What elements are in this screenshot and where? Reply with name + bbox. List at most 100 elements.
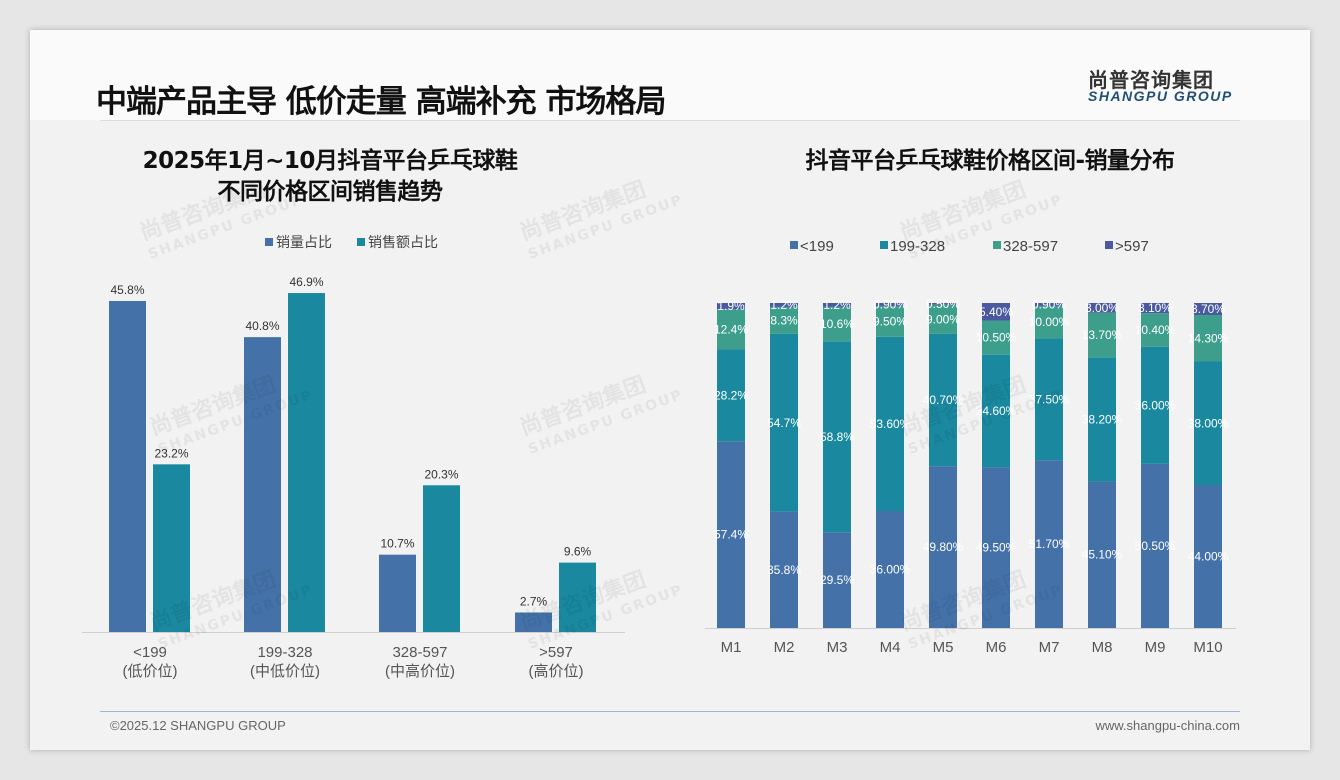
x-tick-label: M3 xyxy=(827,639,848,656)
stack-seg-3-8 xyxy=(1141,303,1169,314)
x-tick-sublabel: (高价位) xyxy=(529,663,584,680)
data-label: 0.90% xyxy=(873,297,907,311)
bar-1-1 xyxy=(288,293,325,632)
data-label: 1.2% xyxy=(823,298,851,312)
stack-seg-1-5 xyxy=(982,354,1010,468)
data-label: 58.8% xyxy=(820,430,854,444)
stack-seg-0-3 xyxy=(876,511,904,628)
x-tick-label: M7 xyxy=(1039,639,1060,656)
data-label: 45.8% xyxy=(110,283,144,297)
data-label: 10.50% xyxy=(976,331,1017,345)
data-label: 40.8% xyxy=(245,319,279,333)
stack-seg-0-4 xyxy=(929,466,957,628)
stack-seg-1-6 xyxy=(1035,338,1063,461)
stack-seg-2-8 xyxy=(1141,313,1169,347)
data-label: 51.70% xyxy=(1029,537,1070,551)
x-tick-label: >597 xyxy=(539,644,573,661)
right-chart-title: 抖音平台乒乓球鞋价格区间-销量分布 xyxy=(805,148,1175,174)
data-label: 12.4% xyxy=(714,322,748,336)
left-chart-title-line1: 2025年1月~10月抖音平台乒乓球鞋 xyxy=(142,148,518,174)
legend-label-1: 199-328 xyxy=(890,238,945,255)
stack-seg-1-0 xyxy=(717,349,745,442)
bar-0-2 xyxy=(379,554,416,632)
x-tick-sublabel: (低价位) xyxy=(123,663,178,680)
stack-seg-2-2 xyxy=(823,306,851,342)
data-label: 13.70% xyxy=(1082,328,1123,342)
data-label: 9.00% xyxy=(926,312,960,326)
x-tick-label: M5 xyxy=(933,639,954,656)
data-label: 0.50% xyxy=(926,297,960,311)
data-label: 5.40% xyxy=(979,305,1013,319)
x-tick-label: M2 xyxy=(774,639,795,656)
legend-swatch-0 xyxy=(265,238,273,246)
data-label: 44.00% xyxy=(1188,550,1229,564)
footer-copyright: ©2025.12 SHANGPU GROUP xyxy=(110,718,286,733)
x-tick-label: <199 xyxy=(133,644,167,661)
stack-seg-1-7 xyxy=(1088,357,1116,482)
data-label: 45.10% xyxy=(1082,548,1123,562)
stack-seg-2-0 xyxy=(717,309,745,350)
data-label: 10.40% xyxy=(1135,323,1176,337)
stack-seg-2-9 xyxy=(1194,315,1222,362)
stack-seg-3-5 xyxy=(982,303,1010,321)
data-label: 37.50% xyxy=(1029,392,1070,406)
data-label: 20.3% xyxy=(424,467,458,481)
data-label: 38.20% xyxy=(1082,412,1123,426)
legend-swatch-1 xyxy=(357,238,365,246)
data-label: 29.5% xyxy=(820,573,854,587)
stack-seg-2-3 xyxy=(876,305,904,337)
data-label: 8.3% xyxy=(770,313,798,327)
stack-seg-1-9 xyxy=(1194,361,1222,485)
x-tick-label: M8 xyxy=(1092,639,1113,656)
x-tick-label: 328-597 xyxy=(392,644,447,661)
stack-seg-3-6 xyxy=(1035,303,1063,306)
stack-seg-3-7 xyxy=(1088,303,1116,313)
x-tick-label: 199-328 xyxy=(257,644,312,661)
legend-swatch-1 xyxy=(880,241,888,249)
data-label: 40.70% xyxy=(923,393,964,407)
data-label: 36.00% xyxy=(1135,398,1176,412)
data-label: 1.2% xyxy=(770,298,798,312)
bar-0-3 xyxy=(515,612,552,632)
legend-swatch-0 xyxy=(790,241,798,249)
stack-seg-2-5 xyxy=(982,320,1010,355)
stack-seg-3-9 xyxy=(1194,303,1222,316)
data-label: 3.00% xyxy=(1085,301,1119,315)
bar-0-1 xyxy=(244,337,281,632)
data-label: 49.50% xyxy=(976,541,1017,555)
logo-text-en: SHANGPU GROUP xyxy=(1088,88,1233,104)
data-label: 54.7% xyxy=(767,416,801,430)
logo-text-cn: 尚普咨询集团 xyxy=(1088,68,1214,92)
data-label: 23.2% xyxy=(154,446,188,460)
data-label: 3.70% xyxy=(1191,302,1225,316)
data-label: 35.8% xyxy=(767,563,801,577)
data-label: 10.00% xyxy=(1029,315,1070,329)
stack-seg-3-4 xyxy=(929,303,957,305)
stack-seg-2-4 xyxy=(929,304,957,334)
legend-swatch-2 xyxy=(993,241,1001,249)
data-label: 57.4% xyxy=(714,528,748,542)
data-label: 50.50% xyxy=(1135,539,1176,553)
stack-seg-1-4 xyxy=(929,333,957,467)
legend-label-0: <199 xyxy=(800,238,834,255)
data-label: 9.50% xyxy=(873,314,907,328)
stack-seg-0-1 xyxy=(770,511,798,628)
header-band xyxy=(30,30,1310,120)
stack-seg-0-9 xyxy=(1194,485,1222,628)
x-tick-label: M9 xyxy=(1145,639,1166,656)
data-label: 10.6% xyxy=(820,317,854,331)
data-label: 53.60% xyxy=(870,417,911,431)
x-tick-sublabel: (中高价位) xyxy=(385,663,455,680)
legend-swatch-3 xyxy=(1105,241,1113,249)
footer-divider xyxy=(100,711,1240,712)
bar-1-0 xyxy=(153,464,190,632)
x-tick-label: M6 xyxy=(986,639,1007,656)
stack-seg-0-6 xyxy=(1035,460,1063,628)
left-chart-title-line2: 不同价格区间销售趋势 xyxy=(217,179,444,205)
data-label: 14.30% xyxy=(1188,331,1229,345)
stack-seg-3-0 xyxy=(717,303,745,310)
data-label: 10.7% xyxy=(380,537,414,551)
page-title: 中端产品主导 低价走量 高端补充 市场格局 xyxy=(96,84,666,120)
bar-0-0 xyxy=(109,301,146,632)
